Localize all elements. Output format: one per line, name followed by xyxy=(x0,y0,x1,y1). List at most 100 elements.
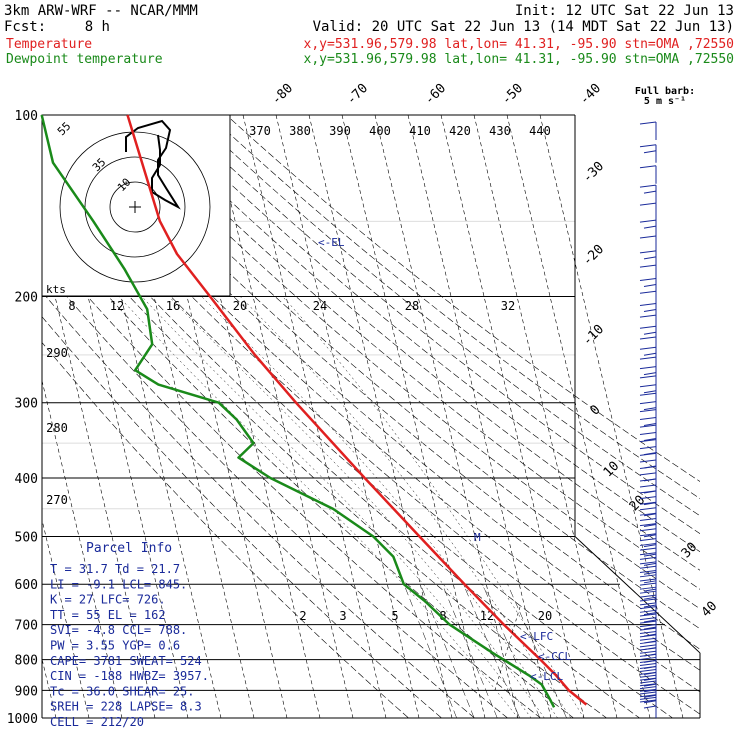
isotherm xyxy=(407,115,552,718)
wind-barb-flag xyxy=(639,637,657,641)
wind-barb-flag xyxy=(639,656,657,660)
hodograph-units: kts xyxy=(46,283,66,296)
model-title: 3km ARW-WRF -- NCAR/MMM xyxy=(4,3,198,19)
wind-barb-flag xyxy=(643,694,657,698)
hodograph-speed-tick: 32 xyxy=(501,299,515,313)
wind-barb-flag xyxy=(639,590,657,594)
wind-barb-flag xyxy=(639,290,657,294)
wind-barb-flag xyxy=(639,663,657,667)
wind-barb-flag xyxy=(639,490,657,494)
pressure-label: 700 xyxy=(15,619,38,634)
wind-barb-flag xyxy=(643,150,657,154)
legend-temperature: Temperature xyxy=(6,37,92,52)
legend-temperature-info: x,y=531.96,579.98 lat,lon= 41.31, -95.90… xyxy=(304,37,734,52)
wind-barb-flag xyxy=(639,523,657,527)
isotherm xyxy=(440,115,585,718)
wind-barb-flag xyxy=(643,352,657,356)
init-time: Init: 12 UTC Sat 22 Jun 13 xyxy=(515,3,734,19)
wind-barb-flag xyxy=(643,390,657,394)
wind-barb-flag xyxy=(639,538,657,542)
thetae-label: 270 xyxy=(46,493,68,507)
wind-barb-flag xyxy=(639,250,657,254)
isotherm xyxy=(275,115,420,718)
parcel-info-row: Tc = 36.0 SHEAR= 25. xyxy=(50,684,195,698)
wind-barb-flag xyxy=(639,202,657,206)
wind-barb-flag xyxy=(639,528,657,532)
wind-barb-flag xyxy=(639,144,657,148)
labels: 3km ARW-WRF -- NCAR/MMM Init: 12 UTC Sat… xyxy=(4,3,734,107)
theta-label: 420 xyxy=(449,124,471,138)
dry-adiabat xyxy=(42,118,700,693)
wind-barb-flag xyxy=(643,612,657,616)
isotherm-label: 10 xyxy=(601,459,623,481)
wind-barb-flag xyxy=(639,641,657,645)
isotherm xyxy=(308,115,453,718)
wind-barb-flag xyxy=(643,588,657,592)
parcel-info-row: LI = -9.1 LCL= 845. xyxy=(50,577,187,591)
wind-barb-flag xyxy=(639,507,657,511)
sounding-lines: <-EL <-LFC <-CCL <-LCL M xyxy=(40,114,588,708)
isotherm-label: -80 xyxy=(269,81,296,108)
theta-label: 440 xyxy=(529,124,551,138)
mixing-ratio-line xyxy=(507,584,567,718)
legend-dewpoint: Dewpoint temperature xyxy=(6,52,163,67)
wind-barb-flag xyxy=(639,613,657,617)
wind-barb-flag xyxy=(639,660,657,663)
wind-barb-flag xyxy=(639,484,657,488)
parcel-info-panel: Parcel Info T = 31.7 Td = 21.7LI = -9.1 … xyxy=(50,541,209,729)
pressure-label: 800 xyxy=(15,654,38,669)
full-barb-label: Full barb: xyxy=(635,86,695,97)
moist-adiabat xyxy=(201,296,558,718)
wind-barb-flag xyxy=(639,446,657,450)
mixing-ratio-label: 8 xyxy=(439,609,446,623)
dry-adiabat xyxy=(42,291,476,718)
wind-barb-flag xyxy=(639,346,657,350)
pressure-label: 600 xyxy=(15,578,38,593)
mixing-ratio-line xyxy=(442,584,498,718)
isotherm-label: 40 xyxy=(699,599,721,621)
mixing-ratio-label: 5 xyxy=(391,609,398,623)
isotherm xyxy=(42,379,123,718)
temperature-line xyxy=(126,114,588,706)
wind-barb-flag xyxy=(639,235,657,239)
isotherm xyxy=(506,115,651,718)
dewpoint-line xyxy=(40,114,556,708)
wind-barb-flag xyxy=(639,653,657,657)
wind-barb-flag xyxy=(639,699,657,703)
wind-barb-flag xyxy=(639,501,657,505)
hodograph-speed-tick: 20 xyxy=(233,299,247,313)
wind-barb-flag xyxy=(639,165,657,169)
pressure-label: 400 xyxy=(15,472,38,487)
fcst-label: Fcst: xyxy=(4,19,46,35)
pressure-label: 200 xyxy=(15,291,38,306)
wind-barb-flag xyxy=(639,666,657,670)
wind-barb-flag xyxy=(639,671,657,675)
wind-barb-flag xyxy=(639,674,657,678)
wind-barb-flag xyxy=(643,571,657,575)
dry-adiabat xyxy=(72,115,700,650)
wind-barb-flag xyxy=(639,691,657,695)
wind-barb-flag xyxy=(643,513,657,517)
wind-barb-flag xyxy=(639,696,657,700)
parcel-info-row: T = 31.7 Td = 21.7 xyxy=(50,562,180,576)
wind-barb-flag xyxy=(639,219,657,223)
dry-adiabat xyxy=(42,267,509,718)
dry-adiabat xyxy=(42,316,443,718)
wind-barb-flag xyxy=(639,439,657,443)
dry-adiabat xyxy=(42,342,410,718)
wind-barb-flag xyxy=(643,256,657,260)
wind-barb-flag xyxy=(639,668,657,672)
hodograph-ring xyxy=(109,181,161,233)
wind-barb-flag xyxy=(639,424,657,428)
wind-barb-flag xyxy=(643,534,657,538)
wind-barb-flag xyxy=(639,617,657,621)
frame-skew-edge xyxy=(574,536,701,654)
isotherm-label: -60 xyxy=(422,81,449,108)
wind-barb-flag xyxy=(639,680,657,684)
wind-barb-flag xyxy=(639,496,657,500)
wind-barb-flag xyxy=(639,466,657,470)
dry-adiabat xyxy=(123,115,700,590)
wind-barb-flag xyxy=(639,552,657,556)
